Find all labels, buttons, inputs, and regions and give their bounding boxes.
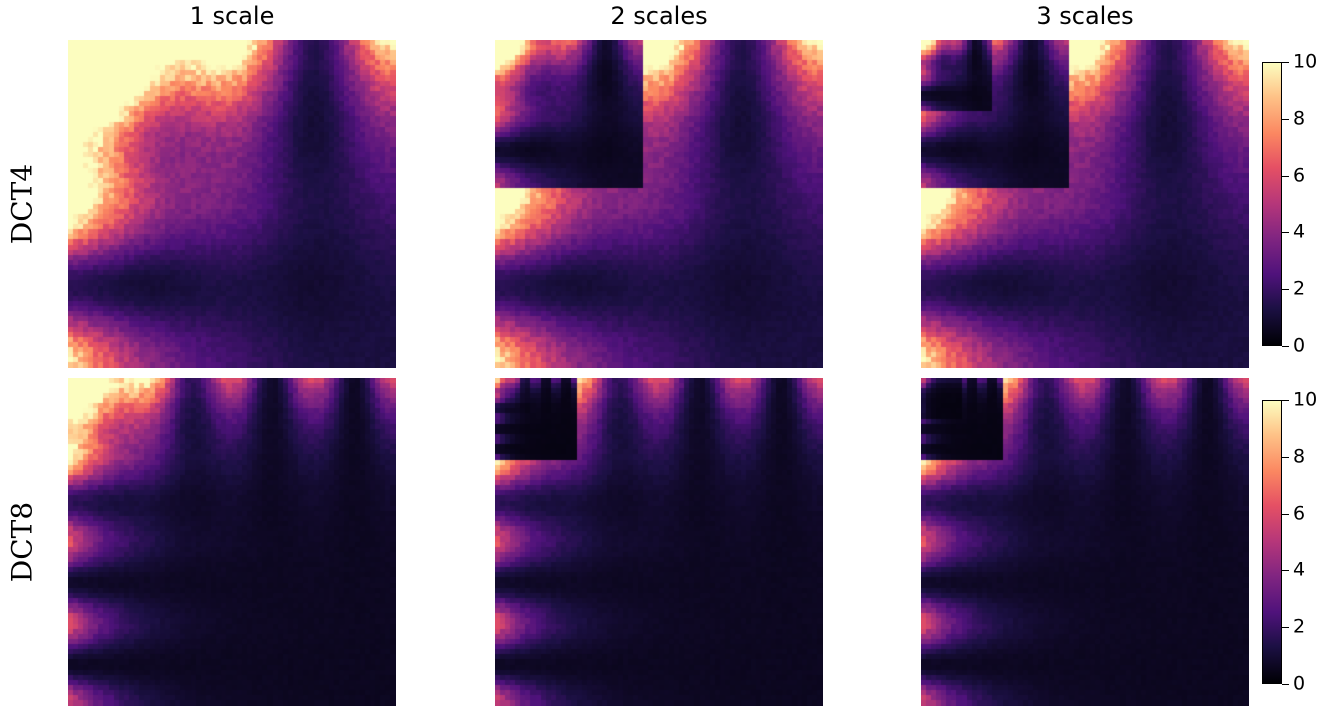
colorbar-tick-label: 2 <box>1293 277 1306 300</box>
colorbar-tick-label: 10 <box>1293 50 1318 73</box>
heatmap-dct4-3-scales <box>921 40 1249 368</box>
colorbar-bottom <box>1262 400 1282 684</box>
colorbar-tick-label: 6 <box>1293 502 1306 525</box>
colorbar-tick-label: 4 <box>1293 220 1306 243</box>
colorbar-tick-label: 4 <box>1293 558 1306 581</box>
colorbar-tick <box>1282 175 1289 177</box>
row-label-1: DCT4 <box>5 163 39 245</box>
colorbar-tick <box>1282 400 1289 401</box>
colorbar-top <box>1262 62 1282 346</box>
colorbar-tick <box>1282 118 1289 120</box>
heatmap-dct8-1-scale <box>68 378 396 706</box>
colorbar-tick <box>1282 289 1289 291</box>
colorbar-tick-label: 6 <box>1293 164 1306 187</box>
colorbar-tick-label: 8 <box>1293 107 1306 130</box>
colorbar-tick <box>1282 456 1289 458</box>
column-title-2: 2 scales <box>610 2 708 30</box>
heatmap-dct4-2-scales <box>495 40 823 368</box>
colorbar-tick <box>1282 232 1289 234</box>
column-title-3: 3 scales <box>1036 2 1134 30</box>
colorbar-tick-label: 2 <box>1293 615 1306 638</box>
row-label-2: DCT8 <box>5 501 39 583</box>
colorbar-tick-label: 8 <box>1293 445 1306 468</box>
colorbar-tick-label: 0 <box>1293 672 1306 695</box>
heatmap-dct8-3-scales <box>921 378 1249 706</box>
colorbar-tick-label: 0 <box>1293 334 1306 357</box>
colorbar-tick <box>1282 570 1289 572</box>
colorbar-tick <box>1282 513 1289 515</box>
colorbar-tick-label: 10 <box>1293 388 1318 411</box>
colorbar-tick <box>1282 627 1289 629</box>
colorbar-tick <box>1282 62 1289 63</box>
colorbar-tick <box>1282 346 1289 347</box>
heatmap-dct4-1-scale <box>68 40 396 368</box>
column-title-1: 1 scale <box>189 2 275 30</box>
colorbar-tick <box>1282 684 1289 685</box>
heatmap-dct8-2-scales <box>495 378 823 706</box>
